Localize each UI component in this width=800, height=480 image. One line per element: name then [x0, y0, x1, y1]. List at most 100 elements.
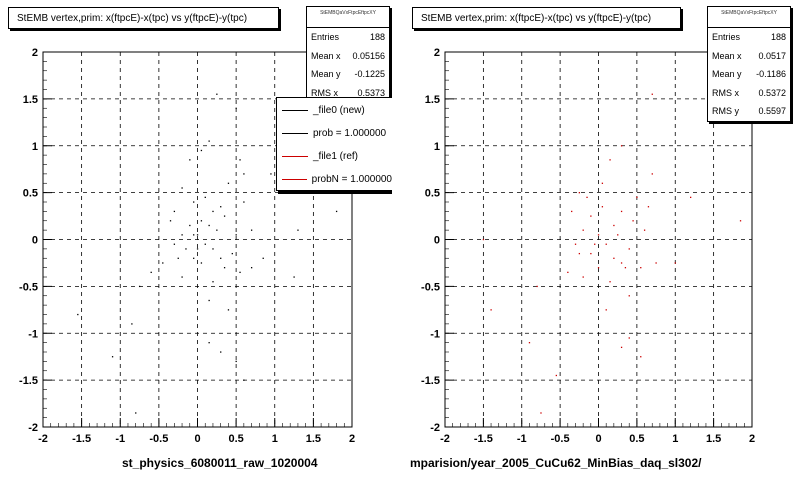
legend-shadow [278, 191, 392, 194]
right-data-point [624, 267, 627, 269]
left-data-point [131, 323, 133, 325]
right-data-point [528, 342, 531, 344]
right-data-point [590, 215, 592, 217]
right-plot-title: StEMB vertex,prim: x(ftpcE)-x(tpc) vs y(… [412, 7, 681, 29]
right-x-tick-label: -0.5 [551, 433, 570, 445]
legend-item: _file1 (ref) [277, 145, 392, 167]
left-data-point [200, 262, 203, 264]
right-y-tick-label: 1 [434, 141, 440, 153]
left-data-point [181, 234, 183, 236]
left-data-point [250, 267, 253, 269]
left-stats-row: RMS x 0.5373 [311, 87, 385, 98]
right-data-point [578, 252, 581, 255]
right-x-tick-label: 2 [749, 433, 755, 445]
left-data-point [223, 215, 226, 217]
right-x-tick-label: 0 [595, 433, 601, 445]
left-x-tick-label: -2 [38, 433, 48, 445]
left-legend: _file0 (new) prob = 1.000000 _file1 (ref… [276, 97, 392, 191]
right-data-point [582, 229, 584, 231]
left-data-point [212, 210, 214, 213]
left-x-tick-label: 1.5 [306, 433, 321, 445]
right-data-point [490, 309, 492, 311]
right-data-point [586, 196, 588, 199]
right-x-tick-label: -1.5 [474, 433, 493, 445]
right-data-point [601, 206, 604, 208]
left-data-point [181, 276, 183, 278]
left-data-point [208, 299, 210, 302]
right-stats-row: RMS y 0.5597 [712, 106, 786, 116]
left-y-tick-label: 1.5 [23, 94, 38, 106]
left-data-point [204, 243, 206, 245]
left-stats-box: StEMBQaVxFtpcEftpcXY Entries 188 Mean x 0.… [306, 6, 390, 103]
left-data-point [169, 220, 172, 222]
left-data-point [200, 220, 203, 222]
left-data-point [208, 342, 210, 344]
left-data-point [250, 229, 253, 231]
right-data-point [632, 220, 634, 222]
right-data-point [609, 281, 611, 283]
right-data-point [594, 243, 596, 245]
right-data-point [613, 224, 615, 227]
right-data-point [555, 374, 557, 377]
left-x-tick-label: 1 [272, 433, 278, 445]
left-x-tick-label: -1 [115, 433, 125, 445]
right-data-point [597, 267, 600, 269]
right-data-point [578, 192, 581, 194]
left-data-point [243, 201, 245, 203]
left-data-point [208, 224, 210, 227]
right-data-point [617, 234, 619, 236]
left-x-tick-label: -1.5 [72, 433, 91, 445]
left-x-axis-label: st_physics_6080011_raw_1020004 [122, 456, 318, 470]
left-data-point [270, 173, 272, 175]
right-y-tick-label: 1.5 [425, 94, 440, 106]
left-data-point [220, 206, 222, 208]
left-data-point [173, 243, 176, 245]
left-stats-header: StEMBQaVxFtpcEftpcXY [307, 7, 389, 28]
right-data-point [647, 206, 650, 208]
legend-item: _file0 (new) [277, 99, 392, 121]
left-data-point [235, 107, 237, 109]
legend-swatch [282, 155, 308, 157]
right-data-point [605, 243, 607, 245]
right-x-tick-label: 1 [672, 433, 678, 445]
right-data-point [655, 262, 657, 264]
left-data-point [243, 173, 245, 175]
left-data-point [204, 196, 206, 199]
right-stats-row: RMS x 0.5372 [712, 87, 786, 98]
left-data-point [200, 149, 203, 152]
left-data-point [239, 159, 241, 161]
left-data-point [193, 201, 195, 203]
left-data-point [216, 93, 218, 95]
right-data-point [628, 295, 630, 297]
right-stats-box: StEMBQaVxFtpcEftpcXY Entries 188 Mean x 0.… [707, 6, 791, 122]
left-data-point [227, 309, 230, 311]
left-y-tick-label: -0.5 [19, 281, 38, 293]
right-data-point [640, 356, 642, 358]
right-data-point [690, 196, 692, 199]
legend-item: probN = 1.000000 [277, 168, 392, 190]
right-x-axis-label: mparision/year_2005_CuCu62_MinBias_daq_s… [410, 456, 702, 470]
right-data-point [609, 159, 611, 161]
left-data-point [216, 229, 218, 231]
left-data-point [220, 351, 222, 353]
right-data-point [597, 234, 600, 236]
right-x-tick-label: -1 [517, 433, 527, 445]
left-data-point [111, 356, 114, 358]
left-data-point [212, 248, 214, 250]
right-data-point [628, 337, 630, 339]
right-data-point [582, 276, 584, 278]
left-data-point [193, 234, 195, 236]
legend-item: prob = 1.000000 [277, 122, 392, 144]
left-data-point [293, 276, 295, 278]
left-data-point [181, 187, 183, 189]
left-stats-row: Mean y -0.1225 [311, 69, 385, 79]
left-data-point [335, 210, 338, 213]
right-data-point [567, 271, 569, 274]
right-data-point [628, 248, 630, 250]
left-data-point [220, 257, 222, 259]
left-data-point [227, 182, 230, 184]
left-data-point [173, 210, 176, 213]
left-stats-row: Entries 188 [311, 32, 385, 42]
left-y-tick-label: -1.5 [19, 375, 38, 387]
right-data-point [643, 229, 646, 231]
